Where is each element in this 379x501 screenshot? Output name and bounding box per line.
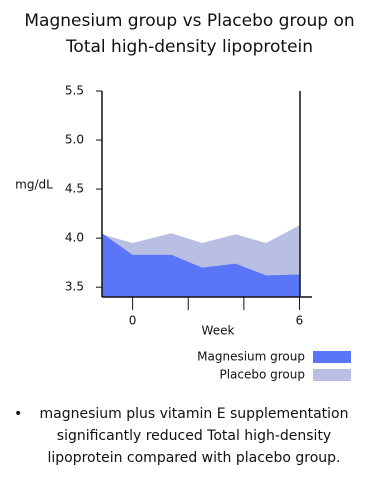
legend-swatch bbox=[313, 369, 351, 381]
legend-label: Magnesium group bbox=[197, 350, 305, 364]
y-tick-label: 3.5 bbox=[65, 280, 84, 294]
y-tick-label: 5.0 bbox=[65, 133, 84, 147]
y-tick-label: 4.5 bbox=[65, 182, 84, 196]
notes: magnesium plus vitamin E supplementation… bbox=[14, 403, 364, 469]
legend-label: Placebo group bbox=[219, 368, 305, 382]
note: magnesium plus vitamin E supplementation… bbox=[14, 403, 364, 469]
y-tick-label: 5.5 bbox=[65, 84, 84, 98]
chart-title: Magnesium group vs Placebo group on Tota… bbox=[24, 11, 355, 57]
x-axis-label: Week bbox=[202, 324, 235, 338]
x-tick-label: 0 bbox=[129, 314, 137, 328]
y-tick-label: 4.0 bbox=[65, 231, 84, 245]
legend-swatch bbox=[313, 351, 351, 363]
x-tick-label: 6 bbox=[296, 314, 304, 328]
y-axis-label: mg/dL bbox=[15, 178, 53, 192]
area bbox=[102, 233, 300, 297]
